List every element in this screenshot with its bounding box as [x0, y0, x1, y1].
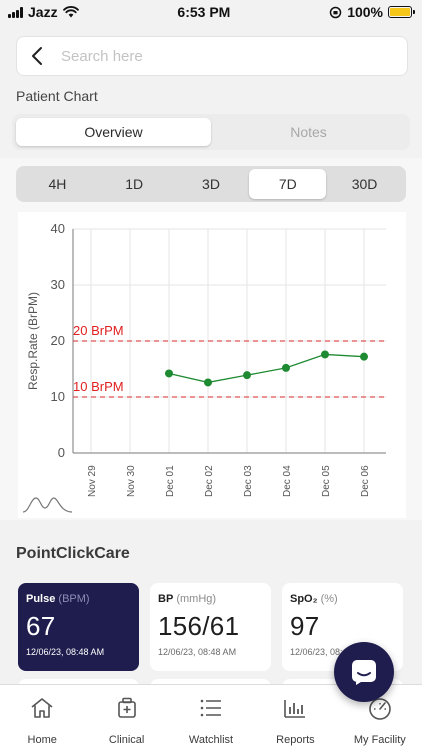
data-point — [282, 363, 290, 372]
back-button[interactable] — [17, 36, 57, 76]
home-icon — [31, 698, 53, 718]
vital-name: SpO₂ — [290, 593, 318, 605]
tab-label: Home — [27, 734, 57, 746]
bar-chart-icon — [284, 700, 306, 718]
tab-label: Clinical — [108, 734, 145, 746]
vital-timestamp: 12/06/23, 08:48 AM — [26, 647, 105, 657]
tab-my-facility[interactable]: My Facility — [338, 685, 422, 750]
x-tick-label: Dec 02 — [204, 465, 215, 497]
clinical-icon — [117, 697, 136, 718]
list-icon — [200, 699, 222, 717]
tab-notes[interactable]: Notes — [290, 124, 327, 140]
x-tick-label: Dec 01 — [165, 465, 176, 497]
battery-icon — [388, 6, 415, 18]
vital-unit: (BPM) — [58, 593, 90, 605]
vital-name: BP — [158, 593, 174, 605]
range-4h-button[interactable]: 4H — [48, 176, 67, 192]
tab-reports[interactable]: Reports — [253, 685, 337, 750]
chat-icon — [352, 660, 376, 685]
signal-icon — [8, 6, 23, 18]
y-axis-label: Resp.Rate (BrPM) — [26, 292, 40, 390]
vital-card-pulse[interactable]: Pulse (BPM) 67 12/06/23, 08:48 AM — [18, 583, 139, 671]
search-input[interactable] — [57, 47, 407, 65]
tab-overview[interactable]: Overview — [16, 118, 211, 146]
pointclickcare-title: PointClickCare — [16, 545, 130, 562]
vital-value: 97 — [290, 611, 320, 641]
data-point — [165, 369, 173, 378]
status-bar: Jazz 6:53 PM 100% — [0, 0, 422, 24]
x-tick-label: Dec 04 — [282, 465, 293, 497]
y-tick-label: 20 — [51, 333, 65, 348]
vital-card-bp[interactable]: BP (mmHg) 156/61 12/06/23, 08:48 AM — [150, 583, 271, 671]
clock: 6:53 PM — [177, 4, 231, 20]
vital-value: 156/61 — [158, 611, 240, 641]
series-line — [168, 353, 365, 384]
data-point — [321, 350, 329, 359]
y-tick-label: 10 — [51, 389, 65, 404]
data-point — [360, 352, 368, 361]
tab-clinical[interactable]: Clinical — [84, 685, 168, 750]
carrier-name: Jazz — [28, 4, 58, 20]
battery-percent: 100% — [347, 4, 383, 20]
range-3d-button[interactable]: 3D — [202, 176, 220, 192]
data-point — [243, 371, 251, 380]
orientation-lock-icon — [329, 6, 342, 18]
time-range-selector: 4H 1D 3D 7D 30D — [16, 166, 406, 202]
tab-label: Watchlist — [188, 734, 234, 746]
view-tabs: Overview Notes — [12, 114, 410, 150]
vital-unit: (%) — [320, 593, 338, 605]
wifi-icon — [62, 6, 79, 18]
y-tick-label: 0 — [58, 445, 65, 460]
x-tick-label: Dec 03 — [243, 465, 254, 497]
vital-timestamp: 12/06/23, 08:48 AM — [158, 647, 237, 657]
waveform-icon — [22, 497, 73, 513]
threshold-label: 10 BrPM — [73, 379, 124, 394]
vital-unit: (mmHg) — [176, 593, 217, 605]
range-1d-button[interactable]: 1D — [125, 176, 144, 192]
x-tick-label: Dec 06 — [360, 465, 371, 497]
range-7d-button[interactable]: 7D — [249, 169, 327, 199]
range-30d-button[interactable]: 30D — [351, 176, 378, 192]
page-title: Patient Chart — [16, 88, 98, 104]
x-tick-label: Nov 30 — [126, 465, 137, 497]
data-point — [204, 378, 212, 387]
tab-label: My Facility — [353, 734, 406, 746]
tab-watchlist[interactable]: Watchlist — [169, 685, 253, 750]
vital-value: 67 — [26, 611, 56, 641]
chevron-left-icon — [32, 47, 42, 65]
threshold-label: 20 BrPM — [73, 323, 124, 338]
x-tick-label: Nov 29 — [87, 465, 98, 497]
gauge-icon — [369, 698, 391, 720]
resp-rate-chart: 0 10 20 30 40 Nov 29 Nov 30 Dec 01 Dec 02 Dec 03 D… — [18, 212, 406, 518]
tab-label: Reports — [276, 734, 315, 746]
vital-name: Pulse — [26, 593, 56, 605]
y-tick-label: 40 — [51, 221, 65, 236]
vital-timestamp: 12/06/23, 08:48 AM — [290, 647, 369, 657]
x-tick-label: Dec 05 — [321, 465, 332, 497]
tab-home[interactable]: Home — [0, 685, 84, 750]
chart-svg: 0 10 20 30 40 Nov 29 Nov 30 Dec 01 Dec 02 Dec 03 D… — [22, 221, 386, 513]
y-tick-label: 30 — [51, 277, 65, 292]
search-bar — [16, 36, 408, 76]
chat-button[interactable] — [334, 642, 394, 702]
